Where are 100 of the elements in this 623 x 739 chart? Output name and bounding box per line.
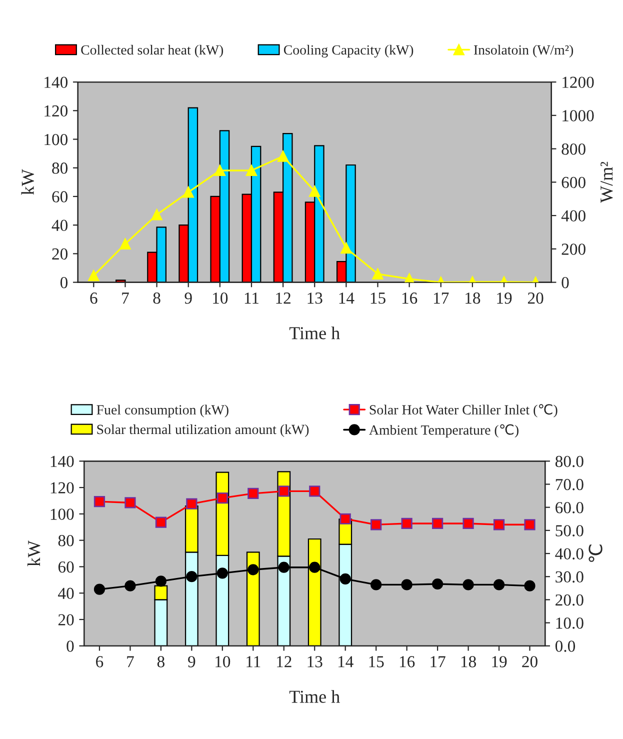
x-tick-label: 7: [127, 656, 134, 668]
point: [401, 518, 412, 530]
y-tick-label: 140: [44, 76, 68, 88]
point: [246, 164, 258, 176]
x-tick-label: 11: [244, 292, 259, 304]
x-tick-label: 17: [430, 656, 446, 668]
point: [493, 519, 505, 530]
point: [248, 564, 259, 576]
point: [151, 209, 162, 220]
y2-tick-label: 60.0: [556, 502, 584, 514]
point: [370, 579, 382, 590]
x-tick-label: 14: [338, 656, 354, 668]
y-tick-label: 80: [58, 535, 74, 546]
legend-label: Solar Hot Water Chiller Inlet (℃): [370, 404, 558, 418]
y2-tick-label: 800: [562, 143, 586, 155]
x-tick-label: 11: [246, 656, 260, 668]
x-tick-label: 18: [466, 292, 480, 304]
x-tick-label: 18: [461, 656, 476, 668]
y-axis-title: kW: [21, 169, 34, 195]
point: [216, 492, 228, 504]
x-tick-label: 19: [497, 292, 512, 304]
y2-tick-label: 50.0: [556, 525, 584, 536]
point: [524, 519, 536, 530]
y2-axis-title: ℃: [588, 544, 602, 562]
x-tick-label: 9: [184, 292, 192, 304]
x-tick-label: 15: [370, 292, 386, 304]
point: [94, 496, 106, 508]
legend-label: Fuel consumption (kW): [96, 404, 228, 418]
y-tick-label: 20: [52, 248, 68, 260]
legend-label: Collected solar heat (kW): [81, 44, 224, 58]
x-tick-label: 7: [122, 292, 129, 304]
point: [432, 518, 444, 530]
point: [214, 164, 226, 176]
y2-axis-title: W/m²: [600, 162, 613, 203]
x-tick-label: 6: [90, 292, 98, 304]
point: [372, 268, 384, 280]
point: [340, 573, 351, 584]
y2-tick-label: 0.0: [555, 640, 576, 652]
point: [124, 580, 136, 592]
point: [370, 519, 382, 530]
point: [277, 150, 289, 162]
x-tick-label: 12: [277, 656, 292, 668]
y-tick-label: 100: [50, 508, 74, 520]
point: [94, 584, 106, 595]
y-tick-label: 100: [44, 134, 68, 146]
y2-tick-label: 1200: [562, 76, 594, 88]
x-axis-title: Time h: [289, 690, 340, 703]
y-tick-label: 0: [66, 640, 74, 652]
x-tick-label: 10: [216, 656, 230, 668]
point: [340, 513, 351, 524]
y-tick-label: 120: [44, 105, 68, 117]
y-tick-label: 120: [50, 482, 74, 494]
point: [182, 186, 194, 198]
point: [432, 578, 444, 590]
legend-label: Insolatoin (W/m²): [474, 44, 574, 58]
legend-label: Cooling Capacity (kW): [284, 44, 414, 58]
y2-tick-label: 0: [562, 276, 569, 288]
point: [186, 571, 198, 582]
y2-tick-label: 400: [561, 210, 586, 222]
point: [278, 486, 290, 497]
point: [309, 562, 320, 573]
point: [462, 579, 474, 590]
y-tick-label: 0: [60, 276, 68, 288]
x-tick-label: 13: [308, 292, 322, 304]
x-tick-label: 15: [369, 656, 384, 668]
y2-tick-label: 40.0: [555, 548, 584, 560]
point: [493, 579, 505, 590]
x-tick-label: 8: [153, 292, 160, 304]
x-tick-label: 19: [492, 656, 507, 668]
x-tick-label: 17: [434, 292, 449, 304]
point: [248, 488, 259, 500]
y-tick-label: 60: [58, 561, 74, 573]
y2-tick-label: 1000: [562, 110, 594, 122]
x-tick-label: 12: [276, 292, 290, 304]
y2-tick-label: 80.0: [555, 456, 584, 468]
y2-tick-label: 600: [562, 176, 586, 188]
point: [186, 498, 198, 510]
x-axis-title: Time h: [289, 326, 340, 340]
point: [524, 580, 536, 592]
point: [309, 186, 320, 197]
point: [155, 516, 166, 528]
y-tick-label: 60: [52, 191, 68, 202]
x-tick-label: 13: [308, 656, 322, 668]
point: [216, 568, 228, 579]
y2-tick-label: 70.0: [556, 478, 584, 490]
x-tick-label: 14: [339, 292, 354, 304]
x-tick-label: 20: [528, 292, 544, 304]
point: [340, 242, 352, 254]
x-tick-label: 16: [402, 292, 418, 304]
point: [278, 562, 290, 573]
point: [309, 486, 320, 497]
x-tick-label: 20: [522, 656, 538, 668]
point: [88, 270, 100, 282]
y-axis-title: kW: [27, 540, 40, 566]
x-tick-label: 9: [188, 656, 196, 668]
x-tick-label: 8: [157, 656, 164, 668]
y2-tick-label: 10.0: [556, 617, 584, 629]
y2-tick-label: 20.0: [556, 594, 584, 606]
legend-label: Ambient Temperature (℃): [369, 424, 518, 438]
point: [120, 238, 131, 250]
